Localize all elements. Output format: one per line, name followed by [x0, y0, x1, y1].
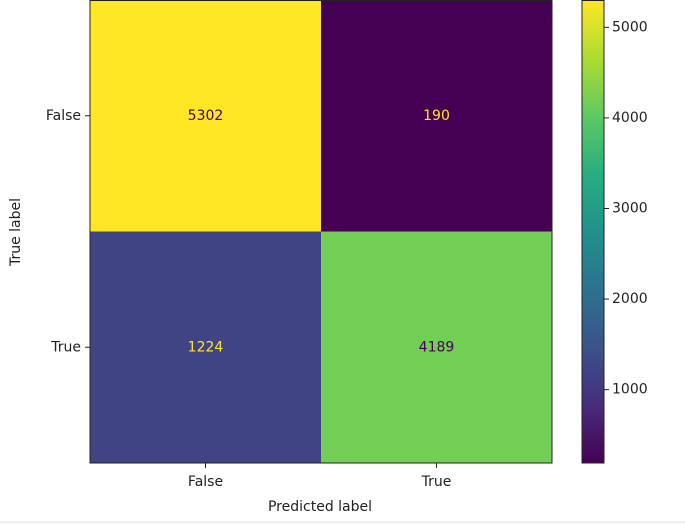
y-axis-label: True label [8, 198, 24, 267]
cell [321, 231, 552, 463]
x-tick-label: True [421, 474, 452, 490]
x-axis-label: Predicted label [268, 499, 372, 515]
colorbar [581, 0, 605, 464]
cell-label: 190 [423, 108, 450, 124]
colorbar-tick-label: 1000 [612, 382, 648, 398]
cell [90, 231, 321, 463]
x-tick-label: False [188, 474, 223, 490]
colorbar-tick-label: 4000 [612, 110, 648, 126]
cell-label: 1224 [188, 339, 224, 355]
plot-frame [89, 0, 553, 464]
cell-label: 4189 [419, 339, 455, 355]
cell [321, 0, 552, 232]
y-tick-label: False [46, 108, 81, 124]
cell [90, 0, 321, 232]
colorbar-tick-label: 5000 [612, 19, 648, 35]
colorbar-tick-label: 3000 [612, 200, 648, 216]
colorbar-tick-label: 2000 [612, 291, 648, 307]
y-tick-label: True [50, 339, 81, 355]
cell-label: 5302 [188, 108, 224, 124]
